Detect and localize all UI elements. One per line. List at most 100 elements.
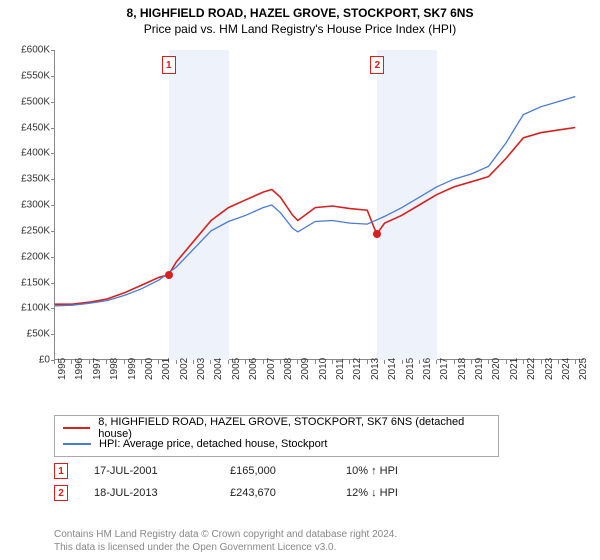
x-tick-label: 2023 [544,358,555,380]
x-tick [506,360,507,364]
x-tick-label: 2022 [526,358,537,380]
x-tick [280,360,281,364]
x-tick-label: 2004 [213,358,224,380]
x-tick-label: 2015 [405,358,416,380]
event-date: 17-JUL-2001 [94,465,204,477]
event-price: £165,000 [230,465,320,477]
event-marker-box: 2 [370,56,384,74]
x-tick-label: 2000 [144,358,155,380]
legend-row: 8, HIGHFIELD ROAD, HAZEL GROVE, STOCKPOR… [63,420,490,436]
y-tick-label: £350K [0,174,50,185]
y-tick [51,308,55,309]
x-tick [575,360,576,364]
x-tick-label: 2019 [474,358,485,380]
x-tick [384,360,385,364]
event-delta: 12% ↓ HPI [346,487,398,499]
y-tick-label: £600K [0,45,50,56]
event-marker-box: 1 [162,56,176,74]
x-tick-label: 2013 [370,358,381,380]
x-tick-label: 2005 [231,358,242,380]
x-tick [541,360,542,364]
x-tick-label: 2018 [457,358,468,380]
y-tick [51,231,55,232]
x-tick [124,360,125,364]
legend-swatch [63,443,91,445]
x-tick [210,360,211,364]
x-tick [558,360,559,364]
x-tick [89,360,90,364]
x-tick [402,360,403,364]
x-tick-label: 2012 [352,358,363,380]
x-tick [263,360,264,364]
x-tick [488,360,489,364]
x-tick-label: 2020 [491,358,502,380]
event-dot [373,230,381,238]
x-tick [176,360,177,364]
x-tick-label: 2017 [439,358,450,380]
x-tick [332,360,333,364]
y-tick [51,128,55,129]
footer-line-2: This data is licensed under the Open Gov… [54,541,397,554]
y-tick-label: £500K [0,96,50,107]
x-tick [315,360,316,364]
y-tick-label: £250K [0,225,50,236]
x-tick [71,360,72,364]
x-tick-label: 2003 [196,358,207,380]
y-tick-label: £0 [0,355,50,366]
x-tick-label: 1999 [127,358,138,380]
series-line [55,97,575,306]
legend-label: 8, HIGHFIELD ROAD, HAZEL GROVE, STOCKPOR… [98,416,490,440]
y-tick [51,153,55,154]
chart-title: 8, HIGHFIELD ROAD, HAZEL GROVE, STOCKPOR… [0,0,600,36]
chart-svg [55,50,584,360]
event-price: £243,670 [230,487,320,499]
legend: 8, HIGHFIELD ROAD, HAZEL GROVE, STOCKPOR… [54,415,499,457]
x-tick-label: 2002 [179,358,190,380]
x-tick-label: 2021 [509,358,520,380]
y-tick [51,102,55,103]
x-tick [436,360,437,364]
event-row: 2 18-JUL-2013 £243,670 12% ↓ HPI [54,482,398,504]
x-tick-label: 2001 [161,358,172,380]
y-tick [51,76,55,77]
x-tick-label: 2010 [318,358,329,380]
event-row: 1 17-JUL-2001 £165,000 10% ↑ HPI [54,460,398,482]
legend-swatch [63,427,90,429]
x-tick-label: 2009 [300,358,311,380]
x-tick-label: 2024 [561,358,572,380]
x-tick-label: 2025 [578,358,589,380]
x-tick [471,360,472,364]
x-tick [419,360,420,364]
event-dot [165,271,173,279]
x-tick [54,360,55,364]
title-line-1: 8, HIGHFIELD ROAD, HAZEL GROVE, STOCKPOR… [0,6,600,20]
x-tick [349,360,350,364]
x-tick [245,360,246,364]
x-tick [141,360,142,364]
legend-label: HPI: Average price, detached house, Stoc… [99,438,328,450]
title-line-2: Price paid vs. HM Land Registry's House … [0,22,600,36]
y-tick [51,257,55,258]
x-tick [193,360,194,364]
event-row-marker: 1 [54,463,68,479]
y-tick-label: £200K [0,251,50,262]
x-tick [454,360,455,364]
footer-line-1: Contains HM Land Registry data © Crown c… [54,528,397,541]
event-row-marker: 2 [54,485,68,501]
y-tick [51,205,55,206]
event-delta: 10% ↑ HPI [346,465,398,477]
y-tick-label: £100K [0,303,50,314]
x-tick-label: 1998 [109,358,120,380]
x-tick-label: 2008 [283,358,294,380]
event-date: 18-JUL-2013 [94,487,204,499]
y-tick [51,283,55,284]
y-tick-label: £300K [0,200,50,211]
x-tick [106,360,107,364]
x-tick [367,360,368,364]
x-tick-label: 2006 [248,358,259,380]
x-tick [297,360,298,364]
x-tick-label: 2011 [335,358,346,380]
chart-area: 12 £0£50K£100K£150K£200K£250K£300K£350K£… [54,50,584,390]
x-tick-label: 1996 [74,358,85,380]
x-tick-label: 2016 [422,358,433,380]
